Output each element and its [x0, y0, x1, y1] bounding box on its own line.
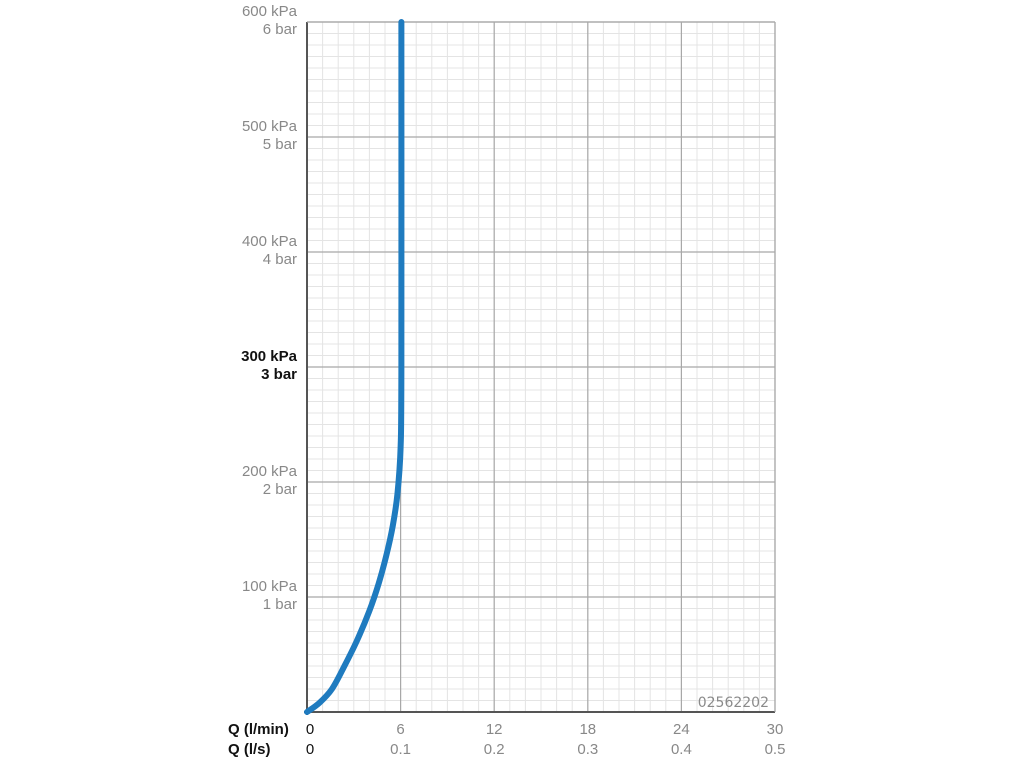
y-tick-label-bar: 5 bar [263, 136, 297, 153]
x-tick-label-lmin: 12 [486, 721, 503, 738]
x-tick-label-lmin: 0 [306, 721, 314, 738]
x-tick-label-lmin: 24 [673, 721, 690, 738]
x-axis-label-ls: Q (l/s) [228, 741, 271, 758]
plot-frame [304, 21, 776, 715]
y-tick-label-kpa: 600 kPa [242, 3, 298, 20]
y-tick-label-kpa: 300 kPa [241, 348, 298, 365]
x-tick-label-ls: 0.4 [671, 741, 692, 758]
y-tick-label-bar: 3 bar [261, 366, 297, 383]
y-tick-label-bar: 1 bar [263, 596, 297, 613]
x-axis-label-lmin: Q (l/min) [228, 721, 289, 738]
y-tick-label-bar: 6 bar [263, 21, 297, 38]
x-axis-labels: 0 0 6 0.1 12 0.2 18 0.3 24 0.4 30 0.5 [306, 721, 786, 758]
x-tick-label-ls: 0.1 [390, 741, 411, 758]
y-tick-label-bar: 2 bar [263, 481, 297, 498]
x-tick-label-lmin: 18 [579, 721, 596, 738]
y-tick-label-kpa: 500 kPa [242, 118, 298, 135]
y-tick-label-kpa: 100 kPa [242, 578, 298, 595]
x-tick-label-ls: 0.2 [484, 741, 505, 758]
y-tick-label-kpa: 200 kPa [242, 463, 298, 480]
figure-code-label: 02562202 [698, 695, 769, 711]
y-tick-label-kpa: 400 kPa [242, 233, 298, 250]
x-tick-label-lmin: 30 [767, 721, 784, 738]
x-tick-label-ls: 0 [306, 741, 314, 758]
x-tick-label-ls: 0.5 [765, 741, 786, 758]
series-line-0 [304, 19, 405, 715]
y-tick-label-bar: 4 bar [263, 251, 297, 268]
series-group [304, 19, 405, 715]
x-tick-label-ls: 0.3 [577, 741, 598, 758]
x-tick-label-lmin: 6 [396, 721, 404, 738]
